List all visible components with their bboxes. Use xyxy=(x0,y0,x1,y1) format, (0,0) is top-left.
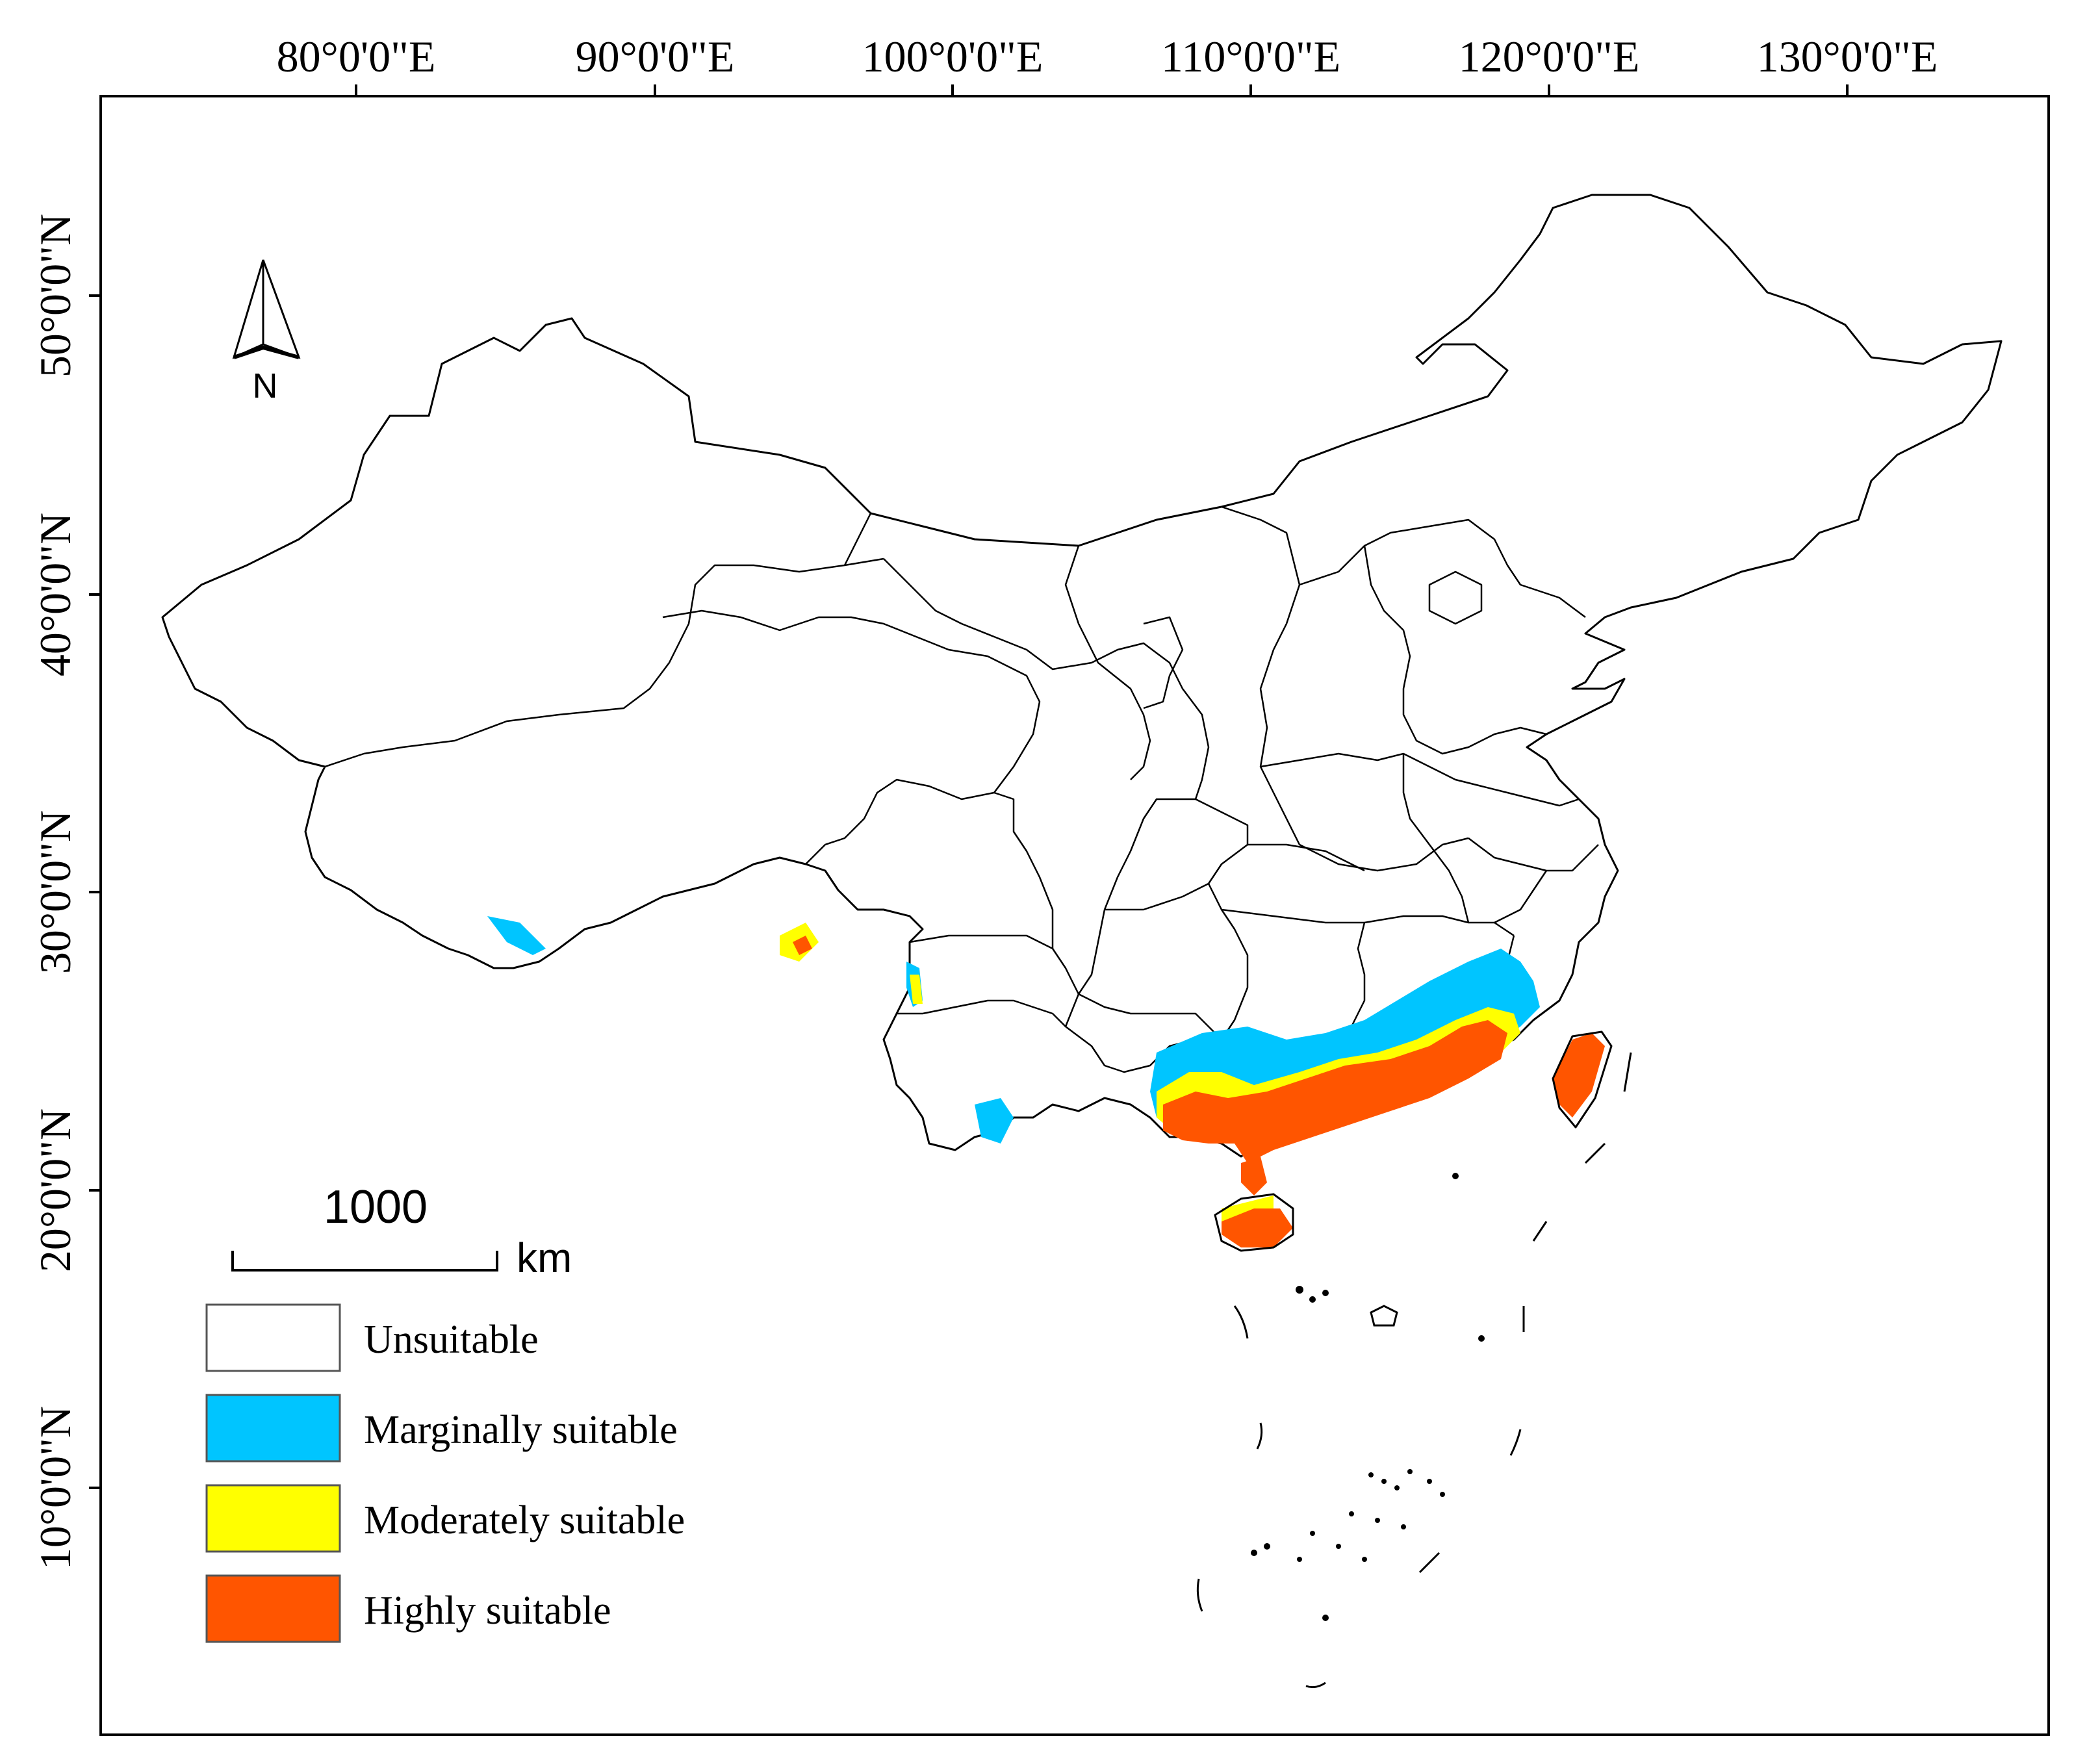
lon-label-110: 110°0'0"E xyxy=(1161,32,1340,81)
longitude-labels: 80°0'0"E 90°0'0"E 100°0'0"E 110°0'0"E 12… xyxy=(277,32,1938,81)
lat-label-30: 30°0'0"N xyxy=(31,810,80,974)
legend-swatch-highly xyxy=(205,1574,341,1643)
north-arrow-label: N xyxy=(253,366,278,405)
lon-label-90: 90°0'0"E xyxy=(576,32,735,81)
lat-label-20: 20°0'0"N xyxy=(31,1108,80,1272)
legend-label-highly: Highly suitable xyxy=(364,1589,611,1633)
lon-label-130: 130°0'0"E xyxy=(1757,32,1938,81)
latitude-labels: 50°0'0"N 40°0'0"N 30°0'0"N 20°0'0"N 10°0… xyxy=(31,214,80,1570)
legend-swatch-unsuitable xyxy=(205,1303,341,1372)
legend-label-moderately: Moderately suitable xyxy=(364,1498,685,1542)
legend-swatch-moderately xyxy=(205,1484,341,1553)
north-arrow-icon: N xyxy=(232,259,301,405)
lat-label-10: 10°0'0"N xyxy=(31,1406,80,1570)
lat-label-40: 40°0'0"N xyxy=(31,513,80,676)
scale-bar-value: 1000 xyxy=(324,1181,428,1233)
scale-bar: 1000 km xyxy=(231,1181,572,1281)
taiwan-outline xyxy=(1552,1030,1613,1129)
lat-label-50: 50°0'0"N xyxy=(31,214,80,377)
legend-swatch-marginally xyxy=(205,1394,341,1463)
lon-label-80: 80°0'0"E xyxy=(277,32,436,81)
province-boundaries xyxy=(324,505,1599,1118)
legend-label-unsuitable: Unsuitable xyxy=(364,1318,539,1362)
latitude-ticks xyxy=(89,294,101,1489)
country-outline xyxy=(161,194,2003,1158)
longitude-ticks xyxy=(355,84,1849,96)
south-china-sea-islands xyxy=(1196,1052,1632,1689)
hainan-outline xyxy=(1214,1193,1294,1252)
legend-label-marginally: Marginally suitable xyxy=(364,1408,678,1452)
lon-label-120: 120°0'0"E xyxy=(1459,32,1640,81)
lon-label-100: 100°0'0"E xyxy=(862,32,1044,81)
highly-suitable-areas xyxy=(793,936,1605,1247)
scale-bar-unit: km xyxy=(517,1234,572,1281)
legend: Unsuitable Marginally suitable Moderatel… xyxy=(205,1303,685,1643)
island-dots xyxy=(1251,1173,1485,1621)
